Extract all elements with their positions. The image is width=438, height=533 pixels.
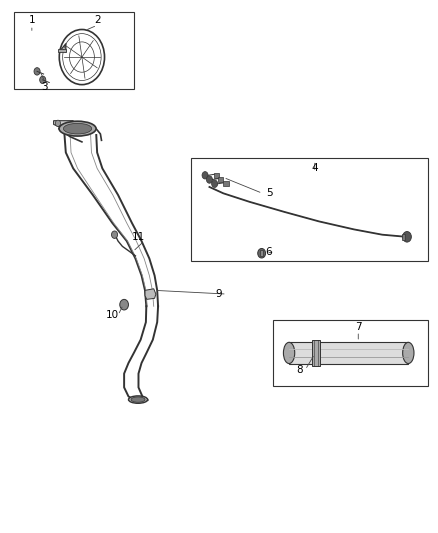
Circle shape [55, 120, 60, 126]
Ellipse shape [403, 342, 414, 364]
Circle shape [403, 231, 411, 242]
Text: 10: 10 [106, 310, 119, 320]
Circle shape [206, 176, 212, 183]
Ellipse shape [128, 396, 148, 403]
Circle shape [120, 300, 128, 310]
Text: 9: 9 [215, 289, 223, 299]
Circle shape [112, 231, 117, 238]
Circle shape [40, 76, 46, 84]
Text: 8: 8 [296, 365, 303, 375]
Text: 1: 1 [28, 15, 35, 25]
Ellipse shape [131, 397, 145, 402]
Circle shape [202, 172, 208, 179]
Polygon shape [145, 289, 156, 300]
Bar [289, 342, 408, 364]
Circle shape [34, 68, 40, 75]
Circle shape [258, 248, 265, 258]
Text: 2: 2 [94, 15, 100, 25]
Bar [273, 319, 428, 386]
Text: 4: 4 [311, 164, 318, 173]
Ellipse shape [59, 121, 96, 136]
Bar [218, 177, 223, 182]
Bar [14, 12, 134, 89]
Text: 6: 6 [266, 247, 272, 257]
Bar [260, 250, 263, 256]
Bar [191, 158, 428, 261]
Polygon shape [53, 120, 73, 130]
Bar [402, 233, 405, 240]
Text: 5: 5 [266, 188, 272, 198]
Circle shape [212, 180, 218, 188]
Bar [214, 173, 219, 178]
Ellipse shape [64, 123, 92, 134]
Ellipse shape [283, 342, 295, 364]
Bar [58, 49, 66, 52]
Text: 3: 3 [42, 82, 48, 92]
Bar [223, 181, 229, 187]
Text: 7: 7 [355, 322, 362, 333]
Text: 11: 11 [132, 232, 145, 243]
Bar [312, 340, 321, 366]
